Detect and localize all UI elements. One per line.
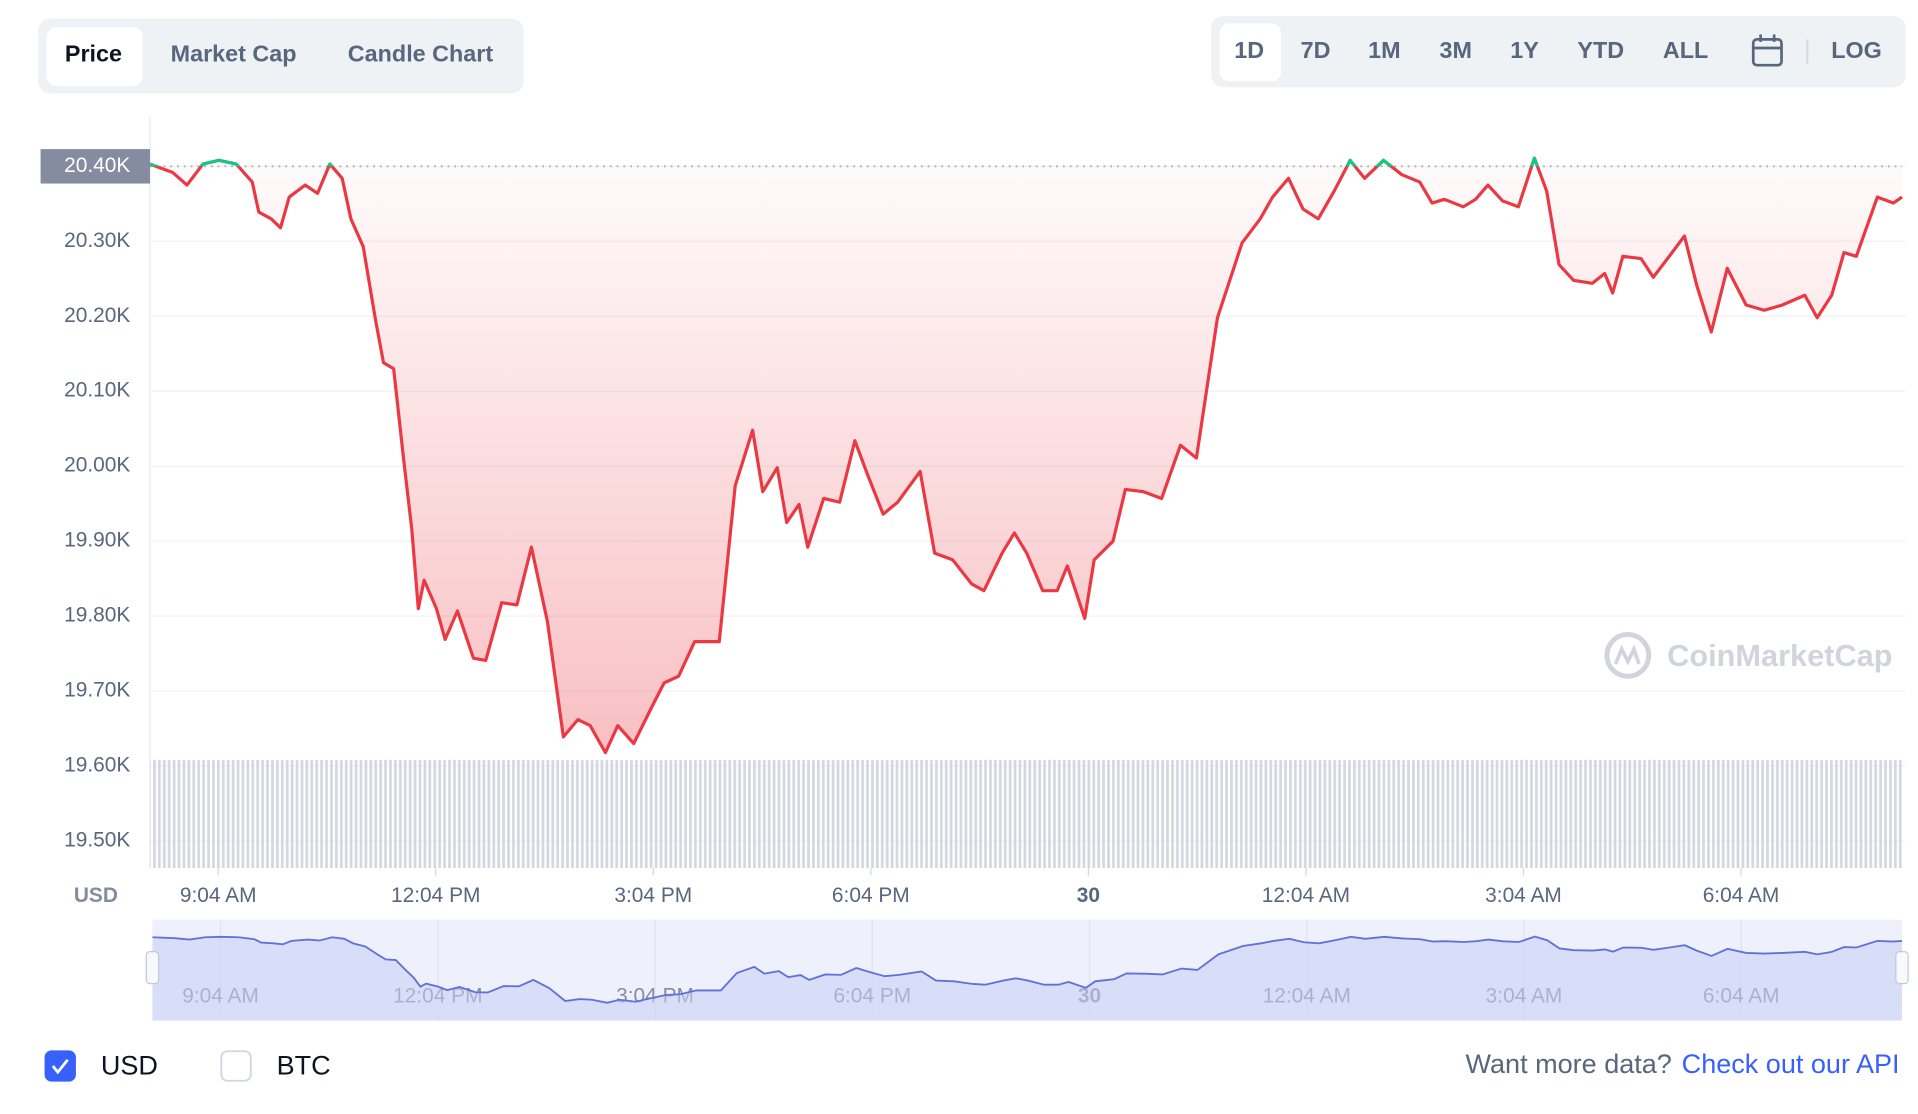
- x-tick-label: 30: [1077, 884, 1100, 907]
- api-link[interactable]: Check out our API: [1682, 1049, 1900, 1079]
- range-button[interactable]: 7D: [1301, 37, 1331, 63]
- y-tick-label: 19.60K: [64, 754, 130, 777]
- navigator-handle[interactable]: [145, 951, 160, 985]
- y-tick-label: 20.30K: [64, 229, 130, 252]
- tab-active-bg: [46, 27, 143, 87]
- navigator-area: [152, 936, 1903, 1021]
- y-tick-label: 20.40K: [64, 154, 130, 177]
- tab[interactable]: Candle Chart: [348, 41, 494, 67]
- range-button[interactable]: 1D: [1234, 37, 1264, 63]
- range-button[interactable]: 1M: [1368, 37, 1400, 63]
- checkbox-label: BTC: [277, 1050, 331, 1080]
- x-tick-label: 6:04 PM: [832, 884, 910, 907]
- tab[interactable]: Market Cap: [171, 41, 297, 67]
- x-tick-label: 12:04 AM: [1262, 884, 1350, 907]
- checkbox[interactable]: [44, 1050, 76, 1082]
- checkbox-label: USD: [101, 1050, 158, 1080]
- area-fill: [149, 166, 1903, 753]
- footer: Want more data? Check out our API: [1466, 1049, 1900, 1079]
- x-tick-label: 9:04 AM: [180, 884, 257, 907]
- range-group: [1211, 16, 1906, 88]
- y-tick-label: 19.90K: [64, 529, 130, 552]
- tab-group: [38, 18, 524, 94]
- y-tick-label: 20.00K: [64, 454, 130, 477]
- log-button[interactable]: LOG: [1831, 37, 1882, 63]
- range-button[interactable]: YTD: [1577, 37, 1624, 63]
- footer-prompt: Want more data?: [1466, 1049, 1672, 1079]
- range-active-bg: [1219, 23, 1282, 82]
- navigator-line: [152, 935, 1903, 1004]
- y-tick-label: 19.70K: [64, 679, 130, 702]
- x-tick-label: 12:04 PM: [391, 884, 480, 907]
- checkbox[interactable]: [220, 1050, 252, 1082]
- navigator-handle[interactable]: [1895, 951, 1909, 985]
- x-tick-label: 6:04 AM: [1703, 884, 1780, 907]
- calendar-icon[interactable]: [1751, 34, 1783, 67]
- price-line: [149, 156, 1903, 755]
- volume-bars: [149, 759, 1903, 869]
- y-tick-label: 20.20K: [64, 304, 130, 327]
- y-tick-label: 19.50K: [64, 829, 130, 852]
- range-button[interactable]: ALL: [1663, 37, 1708, 63]
- current-price-bg: [40, 149, 150, 184]
- x-tick-label: 3:04 PM: [614, 884, 692, 907]
- y-tick-label: 19.80K: [64, 604, 130, 627]
- watermark: CoinMarketCap: [1604, 631, 1892, 679]
- checkmark: [51, 1059, 69, 1075]
- watermark-text: CoinMarketCap: [1667, 638, 1892, 673]
- tab[interactable]: Price: [65, 41, 122, 67]
- y-unit: USD: [74, 884, 118, 907]
- x-tick-label: 3:04 AM: [1485, 884, 1562, 907]
- range-button[interactable]: 1Y: [1510, 37, 1539, 63]
- y-tick-label: 20.10K: [64, 379, 130, 402]
- range-button[interactable]: 3M: [1439, 37, 1471, 63]
